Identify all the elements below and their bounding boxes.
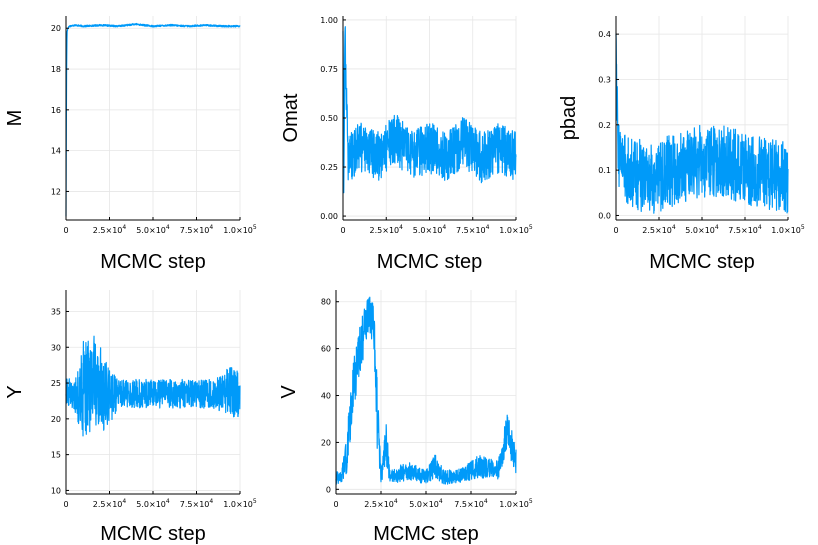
series-trace <box>615 33 789 214</box>
x-tick-label: 2.5×104 <box>370 224 404 235</box>
x-axis-label: MCMC step <box>100 523 206 545</box>
y-tick-label: 0.25 <box>320 163 338 172</box>
y-tick-label: 18 <box>51 65 61 74</box>
y-axis-label: Omat <box>280 93 302 142</box>
y-tick-label: 10 <box>51 486 61 495</box>
y-tick-label: 16 <box>51 106 61 115</box>
panel-omat: 0 2.5×104 5.0×104 7.5×104 1.0×105 0.00 0.25 0.5… <box>280 16 533 273</box>
panel-v: 0 2.5×104 5.0×104 7.5×104 1.0×105 0 20 40 60 80 MC… <box>278 290 533 545</box>
x-tick-label: 2.5×104 <box>642 224 676 235</box>
y-axis-label: pbad <box>558 96 580 141</box>
y-axis-label: M <box>4 110 26 127</box>
y-tick-label: 0.3 <box>598 75 611 84</box>
series-trace <box>65 335 241 437</box>
y-tick-label: 35 <box>51 307 61 316</box>
y-tick-label: 0.2 <box>598 121 611 130</box>
y-tick-label: 0 <box>326 485 331 494</box>
x-tick-label: 2.5×104 <box>93 498 127 509</box>
x-tick-label: 5.0×104 <box>136 224 170 235</box>
x-axis-label: MCMC step <box>649 251 755 273</box>
x-tick-label: 5.0×104 <box>685 224 719 235</box>
y-tick-label: 20 <box>51 415 61 424</box>
panel-y: 0 2.5×104 5.0×104 7.5×104 1.0×105 10 15 20 25 30 3… <box>4 290 257 545</box>
x-tick-label: 7.5×104 <box>454 498 488 509</box>
y-tick-label: 40 <box>321 392 331 401</box>
y-tick-label: 0.00 <box>320 212 338 221</box>
y-tick-label: 0.50 <box>320 114 338 123</box>
x-axis-label: MCMC step <box>373 523 479 545</box>
x-tick-label: 2.5×104 <box>93 224 127 235</box>
y-tick-label: 25 <box>51 379 61 388</box>
x-tick-label: 1.0×105 <box>223 224 257 235</box>
panel-m: 0 2.5×104 5.0×104 7.5×104 1.0×105 12 14 16 18 20 M… <box>4 16 257 273</box>
x-tick-label: 1.0×105 <box>771 224 805 235</box>
y-tick-label: 0.75 <box>320 65 338 74</box>
y-axis-label: V <box>278 385 300 399</box>
x-tick-label: 0 <box>63 500 68 509</box>
x-axis-label: MCMC step <box>377 251 483 273</box>
x-tick-label: 0 <box>340 226 345 235</box>
x-tick-label: 0 <box>63 226 68 235</box>
x-tick-label: 1.0×105 <box>223 498 257 509</box>
series-trace <box>342 26 517 194</box>
x-tick-label: 7.5×104 <box>180 498 214 509</box>
y-tick-label: 0.0 <box>598 211 611 220</box>
y-axis-label: Y <box>4 385 26 398</box>
y-tick-label: 30 <box>51 343 61 352</box>
y-tick-label: 60 <box>321 345 331 354</box>
series-trace <box>335 296 517 486</box>
x-tick-label: 2.5×104 <box>364 498 398 509</box>
x-tick-label: 1.0×105 <box>499 224 533 235</box>
y-tick-label: 0.1 <box>598 166 611 175</box>
y-tick-label: 14 <box>51 147 61 156</box>
panel-pbad: 0 2.5×104 5.0×104 7.5×104 1.0×105 0.0 0.1 0.2 0.… <box>558 16 805 273</box>
y-tick-label: 0.4 <box>598 30 611 39</box>
y-tick-label: 80 <box>321 298 331 307</box>
y-tick-label: 20 <box>51 24 61 33</box>
series-trace <box>65 22 241 217</box>
x-tick-label: 5.0×104 <box>409 498 443 509</box>
x-tick-label: 7.5×104 <box>728 224 762 235</box>
x-tick-label: 7.5×104 <box>456 224 490 235</box>
x-tick-label: 5.0×104 <box>413 224 447 235</box>
y-tick-label: 1.00 <box>320 16 338 25</box>
x-tick-label: 0 <box>613 226 618 235</box>
y-tick-label: 20 <box>321 438 331 447</box>
y-tick-label: 12 <box>51 187 61 196</box>
x-axis-label: MCMC step <box>100 251 206 273</box>
y-tick-label: 15 <box>51 451 61 460</box>
x-tick-label: 0 <box>333 500 338 509</box>
x-tick-label: 7.5×104 <box>180 224 214 235</box>
x-tick-label: 1.0×105 <box>499 498 533 509</box>
x-tick-label: 5.0×104 <box>136 498 170 509</box>
